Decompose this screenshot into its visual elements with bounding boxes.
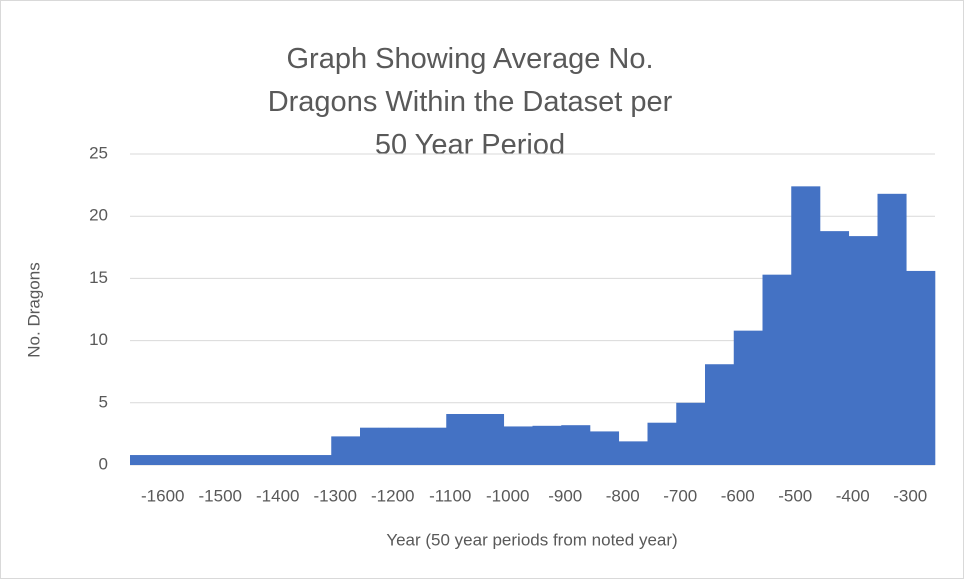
x-tick-label: -900 [548, 486, 582, 505]
bar [762, 274, 792, 465]
bar [590, 431, 620, 465]
bar [417, 427, 447, 465]
y-tick-label: 25 [89, 143, 108, 162]
bar [130, 455, 160, 465]
x-tick-label: -500 [778, 486, 812, 505]
bar [791, 186, 821, 465]
bar [503, 426, 533, 465]
x-tick-label: -800 [606, 486, 640, 505]
bar [216, 455, 246, 465]
bar [561, 425, 591, 465]
x-tick-label: -300 [893, 486, 927, 505]
bar [187, 455, 217, 465]
x-tick-label: -400 [836, 486, 870, 505]
bar [820, 231, 850, 465]
bar [388, 427, 418, 465]
bar [906, 270, 936, 465]
x-tick-label: -1400 [256, 486, 299, 505]
bar [532, 425, 562, 465]
bar [848, 236, 878, 465]
bar [158, 455, 188, 465]
bar [245, 455, 275, 465]
x-tick-label: -1000 [486, 486, 529, 505]
bar [273, 455, 303, 465]
y-tick-label: 15 [89, 268, 108, 287]
bar [647, 422, 677, 465]
bar [618, 441, 648, 465]
bar [360, 427, 390, 465]
bar [331, 436, 361, 465]
y-tick-label: 10 [89, 330, 108, 349]
y-axis-label: No. Dragons [24, 262, 43, 357]
y-tick-label: 0 [99, 454, 108, 473]
chart-title: Graph Showing Average No. Dragons Within… [267, 43, 673, 161]
x-tick-label: -1500 [199, 486, 242, 505]
bar [877, 193, 907, 466]
x-tick-label: -1200 [371, 486, 414, 505]
x-tick-label: -1100 [429, 486, 471, 505]
bar [676, 402, 706, 465]
x-axis-label: Year (50 year periods from noted year) [386, 530, 677, 549]
x-tick-label: -600 [721, 486, 755, 505]
x-tick-label: -700 [663, 486, 697, 505]
bar [733, 330, 763, 465]
y-tick-label: 5 [99, 392, 108, 411]
y-tick-label: 20 [89, 206, 108, 225]
bar [446, 413, 476, 465]
bar [302, 455, 332, 465]
bar [705, 364, 735, 465]
x-tick-label: -1600 [141, 486, 184, 505]
x-tick-label: -1300 [314, 486, 357, 505]
bar [475, 413, 505, 465]
